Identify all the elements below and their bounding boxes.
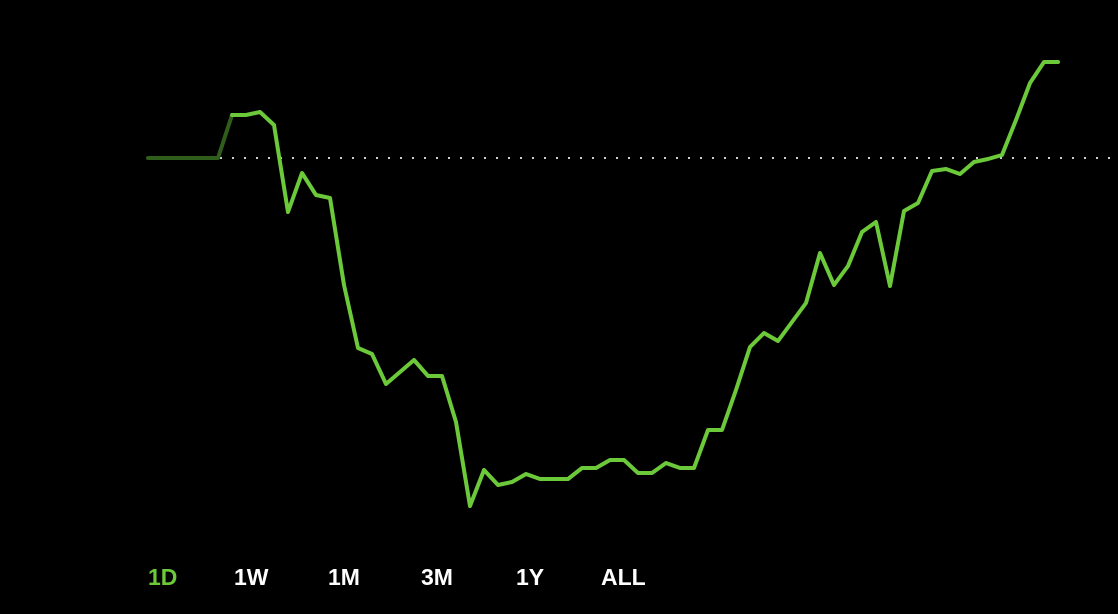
range-button[interactable]: 1W bbox=[234, 564, 269, 590]
range-button[interactable]: 1Y bbox=[516, 564, 544, 590]
range-button[interactable]: 3M bbox=[421, 564, 453, 590]
price-line bbox=[230, 60, 1060, 508]
range-button[interactable]: 1D bbox=[148, 564, 177, 590]
range-button[interactable]: 1M bbox=[328, 564, 360, 590]
range-button[interactable]: ALL bbox=[601, 564, 646, 590]
price-line bbox=[146, 113, 234, 160]
